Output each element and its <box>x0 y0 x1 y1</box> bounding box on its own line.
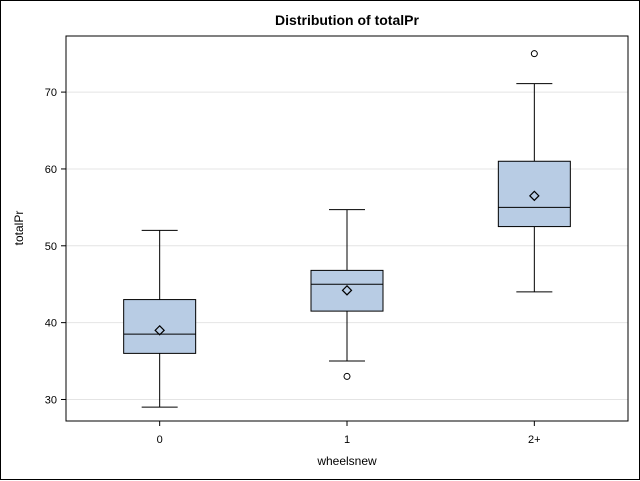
box-iqr <box>123 299 197 354</box>
y-tick-label: 60 <box>45 164 57 176</box>
box-iqr <box>310 269 384 312</box>
box-2 <box>310 209 384 380</box>
box-3 <box>497 50 571 293</box>
y-tick-label: 30 <box>45 394 57 406</box>
x-axis: 0 1 2+ <box>157 421 541 446</box>
x-axis-label: wheelsnew <box>316 454 377 468</box>
box-iqr <box>497 160 571 228</box>
y-axis-label: totalPr <box>12 211 26 246</box>
chart-title: Distribution of totalPr <box>275 12 419 28</box>
y-tick-label: 40 <box>45 318 57 330</box>
mean-marker <box>154 324 166 336</box>
outlier-point <box>343 372 351 380</box>
x-tick-label: 1 <box>344 434 350 446</box>
x-tick-label: 2+ <box>528 434 541 446</box>
x-tick-label: 0 <box>157 434 163 446</box>
y-tick-label: 50 <box>45 241 57 253</box>
box-1 <box>123 229 197 408</box>
y-tick-label: 70 <box>45 87 57 99</box>
mean-marker <box>341 285 353 296</box>
outlier-point <box>530 50 538 58</box>
y-axis: 30 40 50 60 70 <box>45 87 66 406</box>
boxes <box>123 50 571 408</box>
mean-marker <box>528 190 540 202</box>
